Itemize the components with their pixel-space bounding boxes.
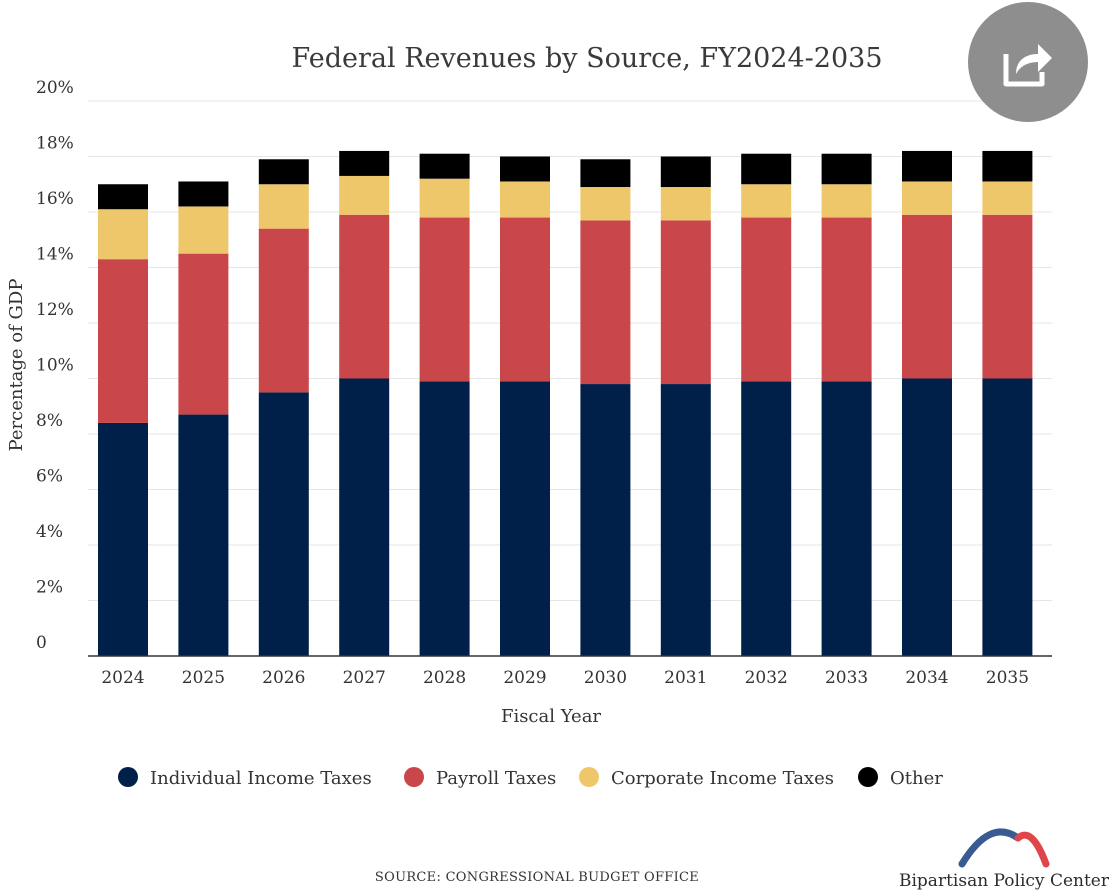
y-tick-label: 20% bbox=[36, 78, 74, 98]
chart-title: Federal Revenues by Source, FY2024-2035 bbox=[292, 43, 883, 74]
bar-segment bbox=[902, 181, 952, 215]
bar-segment bbox=[98, 209, 148, 260]
bar-segment bbox=[98, 259, 148, 423]
bars bbox=[98, 150, 1033, 656]
x-tick-label: 2027 bbox=[343, 668, 386, 688]
x-tick-label: 2030 bbox=[584, 668, 627, 688]
bar-segment bbox=[821, 153, 872, 185]
y-axis-label: Percentage of GDP bbox=[6, 279, 27, 452]
bar-segment bbox=[98, 184, 148, 210]
bar-segment bbox=[660, 220, 711, 385]
bar-segment bbox=[741, 153, 792, 185]
y-tick-label: 14% bbox=[36, 245, 74, 265]
bar-segment bbox=[419, 381, 470, 656]
y-tick-label: 0 bbox=[36, 633, 47, 653]
legend-item: Other bbox=[858, 767, 943, 789]
bar-segment bbox=[580, 187, 631, 221]
y-axis-ticks: 0 2% 4% 6% 8% 10% 12% 14% 16% 18% 20% bbox=[36, 78, 74, 653]
legend-label: Individual Income Taxes bbox=[150, 768, 372, 789]
bar-segment bbox=[419, 153, 470, 179]
legend: Individual Income Taxes Payroll Taxes Corp… bbox=[118, 767, 943, 789]
bar-segment bbox=[982, 378, 1033, 656]
bar-segment bbox=[741, 381, 792, 656]
y-tick-label: 16% bbox=[36, 189, 74, 209]
legend-item: Payroll Taxes bbox=[404, 767, 556, 789]
bar-segment bbox=[902, 378, 952, 656]
legend-label: Corporate Income Taxes bbox=[611, 768, 834, 789]
logo-blue-arc bbox=[958, 828, 1022, 868]
bar-segment bbox=[660, 156, 711, 188]
x-tick-label: 2028 bbox=[423, 668, 466, 688]
y-tick-label: 12% bbox=[36, 300, 74, 320]
x-tick-label: 2029 bbox=[503, 668, 546, 688]
bar-segment bbox=[982, 150, 1033, 182]
bar-segment bbox=[580, 220, 631, 385]
brand-name: Bipartisan Policy Center bbox=[899, 871, 1110, 891]
bar-segment bbox=[419, 217, 470, 382]
bpc-logo: Bipartisan Policy Center bbox=[899, 828, 1110, 891]
bar-segment bbox=[821, 381, 872, 656]
bar-segment bbox=[178, 181, 229, 207]
bar-segment bbox=[500, 156, 550, 182]
bar-segment bbox=[258, 228, 309, 393]
bar-segment bbox=[258, 184, 309, 229]
legend-swatch bbox=[404, 767, 424, 787]
logo-red-arc bbox=[1014, 831, 1050, 868]
y-tick-label: 2% bbox=[36, 578, 63, 598]
bar-segment bbox=[339, 175, 390, 215]
x-tick-label: 2033 bbox=[825, 668, 868, 688]
bar-segment bbox=[339, 150, 390, 176]
bar-segment bbox=[982, 181, 1033, 215]
bar-segment bbox=[178, 206, 229, 254]
legend-swatch bbox=[579, 767, 599, 787]
x-tick-label: 2026 bbox=[262, 668, 305, 688]
y-tick-label: 10% bbox=[36, 356, 74, 376]
bar-segment bbox=[258, 159, 309, 185]
bar-segment bbox=[902, 150, 952, 182]
y-tick-label: 8% bbox=[36, 411, 63, 431]
legend-label: Payroll Taxes bbox=[436, 768, 556, 789]
bar-segment bbox=[258, 392, 309, 656]
bar-segment bbox=[821, 217, 872, 382]
x-tick-label: 2032 bbox=[745, 668, 788, 688]
share-button[interactable] bbox=[968, 2, 1088, 122]
bar-segment bbox=[500, 381, 550, 656]
y-tick-label: 6% bbox=[36, 467, 63, 487]
x-tick-label: 2025 bbox=[182, 668, 225, 688]
x-tick-label: 2035 bbox=[986, 668, 1029, 688]
legend-swatch bbox=[858, 767, 878, 787]
bar-segment bbox=[660, 384, 711, 656]
bar-segment bbox=[419, 178, 470, 218]
bar-segment bbox=[660, 187, 711, 221]
bar-segment bbox=[500, 181, 550, 218]
bar-segment bbox=[339, 214, 390, 379]
bar-segment bbox=[741, 217, 792, 382]
bar-segment bbox=[178, 253, 229, 415]
source-note: SOURCE: CONGRESSIONAL BUDGET OFFICE bbox=[375, 870, 699, 885]
bar-segment bbox=[580, 384, 631, 656]
legend-swatch bbox=[118, 767, 138, 787]
bar-segment bbox=[580, 159, 631, 188]
bar-segment bbox=[821, 184, 872, 218]
bar-segment bbox=[500, 217, 550, 382]
x-tick-label: 2024 bbox=[101, 668, 144, 688]
bar-segment bbox=[178, 414, 229, 656]
bar-segment bbox=[339, 378, 390, 656]
bar-segment bbox=[982, 214, 1033, 379]
x-tick-label: 2031 bbox=[664, 668, 707, 688]
bar-segment bbox=[98, 422, 148, 656]
share-icon bbox=[1003, 44, 1052, 87]
y-tick-label: 18% bbox=[36, 134, 74, 154]
x-tick-label: 2034 bbox=[905, 668, 948, 688]
x-axis-label: Fiscal Year bbox=[501, 706, 601, 727]
y-tick-label: 4% bbox=[36, 522, 63, 542]
bar-segment bbox=[902, 214, 952, 379]
legend-item: Individual Income Taxes bbox=[118, 767, 372, 789]
legend-item: Corporate Income Taxes bbox=[579, 767, 834, 789]
x-axis-ticks: 2024 2025 2026 2027 2028 2029 2030 2031 2032 2033… bbox=[101, 668, 1029, 688]
bar-segment bbox=[741, 184, 792, 218]
gridlines bbox=[88, 100, 1052, 601]
legend-label: Other bbox=[890, 768, 943, 789]
